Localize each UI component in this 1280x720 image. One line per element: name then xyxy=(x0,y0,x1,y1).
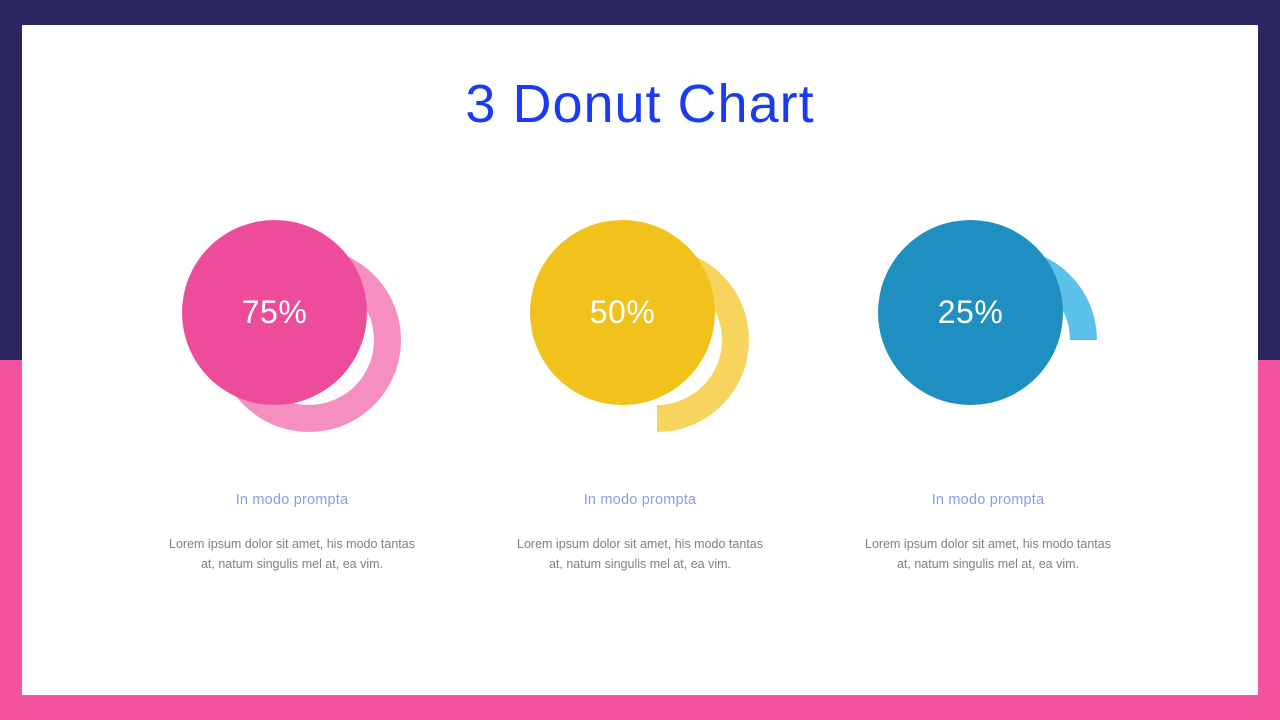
donut-chart-2[interactable]: 50% xyxy=(530,220,750,440)
donut-caption-body-1: Lorem ipsum dolor sit amet, his modo tan… xyxy=(169,537,415,571)
page-title: 3 Donut Chart xyxy=(465,74,815,134)
donut-column-1: 75% In modo prompta Lorem ipsum dolor si… xyxy=(142,220,442,574)
donut-chart-1[interactable]: 75% xyxy=(182,220,402,440)
donut-column-3: 25% In modo prompta Lorem ipsum dolor si… xyxy=(838,220,1138,574)
donut-arc-svg-1 xyxy=(182,220,401,432)
donut-track-arc-2 xyxy=(657,248,749,432)
donut-chart-3[interactable]: 25% xyxy=(878,220,1098,440)
donut-fill-circle-3 xyxy=(878,220,1063,405)
donut-arc-svg-3 xyxy=(878,220,1097,405)
donut-fill-circle-1 xyxy=(182,220,367,405)
donut-caption-heading-2: In modo prompta xyxy=(583,492,697,508)
donut-caption-body-3: Lorem ipsum dolor sit amet, his modo tan… xyxy=(865,537,1111,571)
donut-column-2: 50% In modo prompta Lorem ipsum dolor si… xyxy=(490,220,790,574)
content-card: 3 Donut Chart 75% In modo prompta Lorem … xyxy=(22,25,1258,695)
donut-caption-heading-3: In modo prompta xyxy=(931,492,1045,508)
donut-caption-heading-1: In modo prompta xyxy=(235,492,349,508)
donut-columns: 75% In modo prompta Lorem ipsum dolor si… xyxy=(22,220,1258,574)
donut-fill-circle-2 xyxy=(530,220,715,405)
donut-arc-svg-2 xyxy=(530,220,749,432)
donut-caption-body-2: Lorem ipsum dolor sit amet, his modo tan… xyxy=(517,537,763,571)
